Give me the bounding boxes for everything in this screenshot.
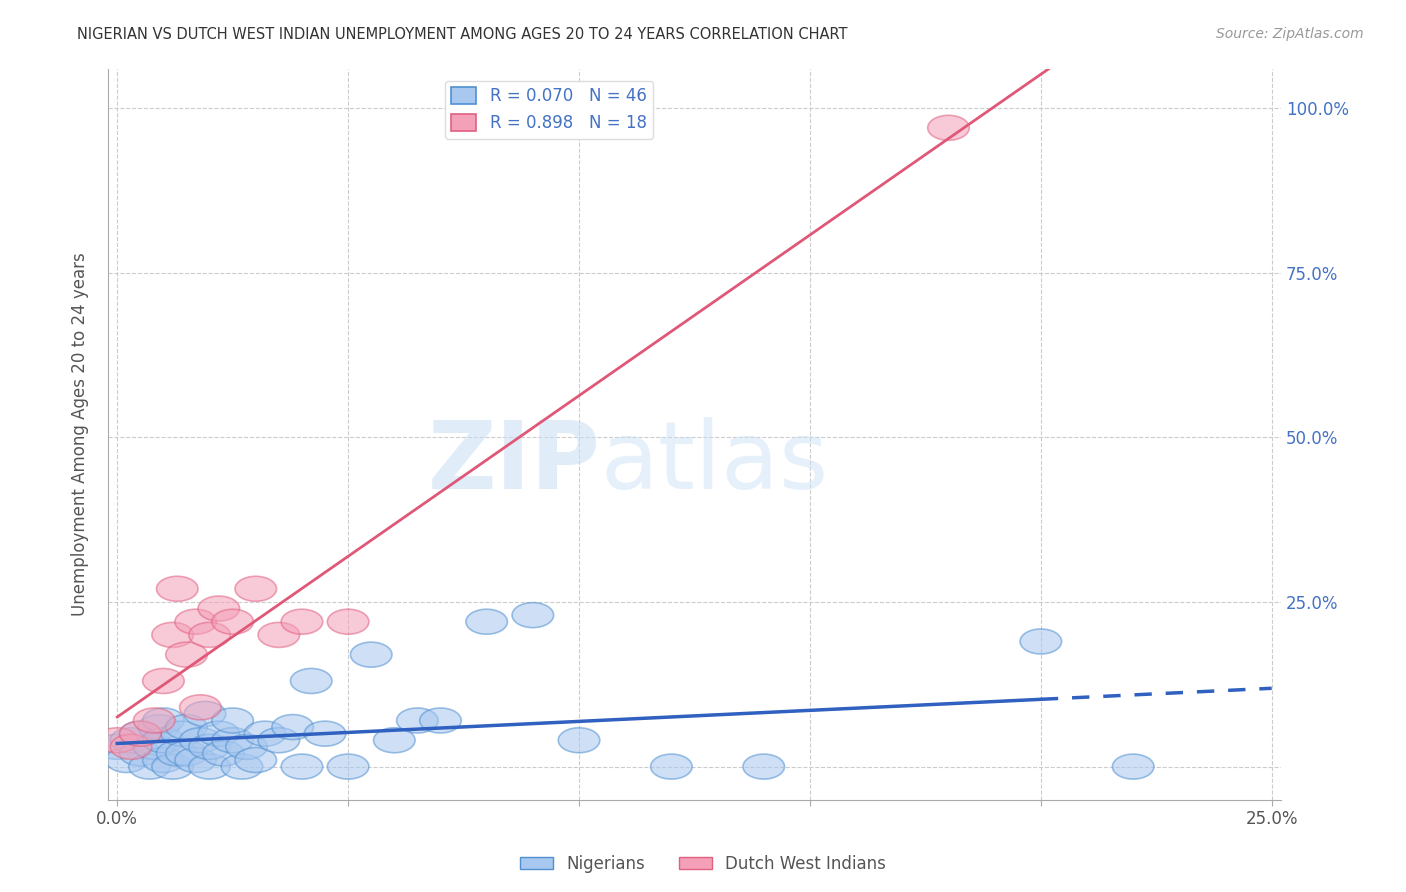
Ellipse shape	[166, 642, 207, 667]
Ellipse shape	[138, 714, 180, 739]
Ellipse shape	[198, 596, 239, 621]
Ellipse shape	[350, 642, 392, 667]
Ellipse shape	[651, 754, 692, 779]
Ellipse shape	[134, 708, 174, 733]
Ellipse shape	[374, 728, 415, 753]
Ellipse shape	[166, 714, 207, 739]
Ellipse shape	[156, 741, 198, 766]
Ellipse shape	[465, 609, 508, 634]
Ellipse shape	[188, 754, 231, 779]
Ellipse shape	[304, 721, 346, 747]
Ellipse shape	[328, 609, 368, 634]
Ellipse shape	[259, 728, 299, 753]
Ellipse shape	[281, 609, 323, 634]
Ellipse shape	[328, 754, 368, 779]
Ellipse shape	[110, 734, 152, 759]
Ellipse shape	[120, 741, 162, 766]
Ellipse shape	[162, 721, 202, 747]
Ellipse shape	[120, 721, 162, 747]
Ellipse shape	[281, 754, 323, 779]
Ellipse shape	[174, 747, 217, 772]
Ellipse shape	[396, 708, 439, 733]
Ellipse shape	[558, 728, 600, 753]
Ellipse shape	[235, 747, 277, 772]
Legend: R = 0.070   N = 46, R = 0.898   N = 18: R = 0.070 N = 46, R = 0.898 N = 18	[444, 80, 654, 138]
Ellipse shape	[512, 603, 554, 628]
Ellipse shape	[184, 701, 226, 726]
Ellipse shape	[142, 747, 184, 772]
Text: NIGERIAN VS DUTCH WEST INDIAN UNEMPLOYMENT AMONG AGES 20 TO 24 YEARS CORRELATION: NIGERIAN VS DUTCH WEST INDIAN UNEMPLOYME…	[77, 27, 848, 42]
Ellipse shape	[97, 728, 138, 753]
Ellipse shape	[202, 741, 245, 766]
Ellipse shape	[188, 734, 231, 759]
Ellipse shape	[142, 708, 184, 733]
Text: ZIP: ZIP	[427, 417, 600, 509]
Ellipse shape	[291, 668, 332, 693]
Ellipse shape	[166, 741, 207, 766]
Ellipse shape	[226, 734, 267, 759]
Ellipse shape	[212, 728, 253, 753]
Legend: Nigerians, Dutch West Indians: Nigerians, Dutch West Indians	[513, 848, 893, 880]
Text: Source: ZipAtlas.com: Source: ZipAtlas.com	[1216, 27, 1364, 41]
Ellipse shape	[212, 708, 253, 733]
Ellipse shape	[156, 576, 198, 601]
Ellipse shape	[221, 754, 263, 779]
Ellipse shape	[142, 728, 184, 753]
Ellipse shape	[245, 721, 285, 747]
Ellipse shape	[105, 747, 148, 772]
Ellipse shape	[235, 576, 277, 601]
Ellipse shape	[129, 754, 170, 779]
Text: atlas: atlas	[600, 417, 830, 509]
Ellipse shape	[180, 728, 221, 753]
Ellipse shape	[271, 714, 314, 739]
Ellipse shape	[134, 734, 174, 759]
Ellipse shape	[97, 734, 138, 759]
Y-axis label: Unemployment Among Ages 20 to 24 years: Unemployment Among Ages 20 to 24 years	[72, 252, 89, 615]
Ellipse shape	[120, 721, 162, 747]
Ellipse shape	[152, 623, 194, 648]
Ellipse shape	[1019, 629, 1062, 654]
Ellipse shape	[212, 609, 253, 634]
Ellipse shape	[142, 668, 184, 693]
Ellipse shape	[1112, 754, 1154, 779]
Ellipse shape	[152, 754, 194, 779]
Ellipse shape	[198, 721, 239, 747]
Ellipse shape	[259, 623, 299, 648]
Ellipse shape	[420, 708, 461, 733]
Ellipse shape	[180, 695, 221, 720]
Ellipse shape	[742, 754, 785, 779]
Ellipse shape	[188, 623, 231, 648]
Ellipse shape	[174, 609, 217, 634]
Ellipse shape	[928, 115, 969, 140]
Ellipse shape	[110, 728, 152, 753]
